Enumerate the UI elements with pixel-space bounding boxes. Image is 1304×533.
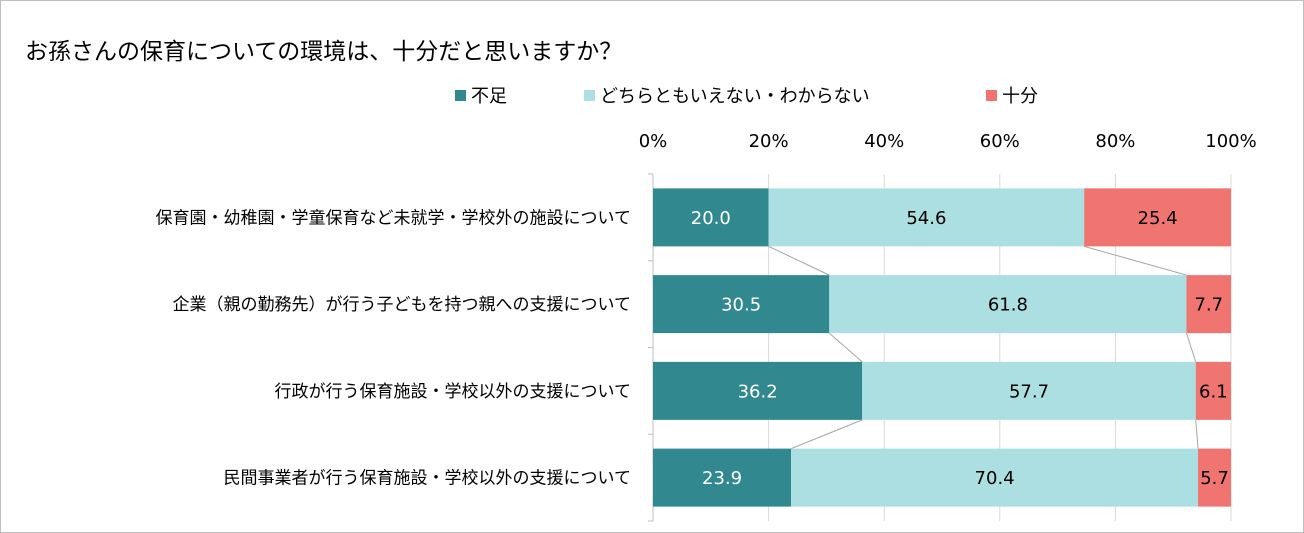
category-label: 行政が行う保育施設・学校以外の支援について xyxy=(275,382,632,402)
data-label: 23.9 xyxy=(702,468,742,489)
bar-segment xyxy=(862,361,1196,420)
series-line xyxy=(768,245,830,276)
data-label: 70.4 xyxy=(975,468,1015,489)
data-label: 54.6 xyxy=(906,208,946,229)
bar-segment xyxy=(653,361,863,420)
series-line xyxy=(828,332,863,363)
bar-segment xyxy=(1186,275,1231,334)
data-label: 5.7 xyxy=(1200,468,1229,489)
bar-segment xyxy=(829,275,1187,334)
data-label: 57.7 xyxy=(1009,381,1049,402)
bar-segment xyxy=(1084,188,1231,247)
series-line xyxy=(1186,332,1197,363)
x-tick-label: 60% xyxy=(980,131,1020,152)
bar-segment xyxy=(791,448,1199,507)
category-label: 民間事業者が行う保育施設・学校以外の支援について xyxy=(224,469,632,489)
bars: 20.0 54.6 25.4 30.5 61.8 7.7 36.2 57.7 6.1 23.9 70… xyxy=(653,188,1231,507)
chart-title: お孫さんの保育についての環境は、十分だと思いますか？ xyxy=(25,39,622,65)
legend-swatch-0 xyxy=(455,90,466,101)
data-label: 7.7 xyxy=(1194,295,1223,316)
x-tick-label: 80% xyxy=(1095,131,1135,152)
bar-segment xyxy=(1195,361,1231,420)
series-line xyxy=(790,419,863,450)
x-tick-label: 20% xyxy=(749,131,789,152)
legend-swatch-1 xyxy=(584,90,595,101)
category-labels: 保育園・幼稚園・学童保育など未就学・学校外の施設について企業（親の勤務先）が行う… xyxy=(156,208,632,488)
bar-segment xyxy=(653,448,792,507)
data-label: 6.1 xyxy=(1199,381,1228,402)
x-tick-label: 0% xyxy=(639,131,668,152)
legend-label-2: 十分 xyxy=(1002,86,1038,107)
series-line xyxy=(1084,245,1187,276)
bar-segment xyxy=(768,188,1085,247)
x-tick-label: 100% xyxy=(1205,131,1256,152)
x-tick-label: 40% xyxy=(864,131,904,152)
legend: 不足 どちらともいえない・わからない 十分 xyxy=(455,86,1038,107)
bar-segment xyxy=(1198,448,1231,507)
series-lines xyxy=(768,245,1199,450)
data-label: 25.4 xyxy=(1138,208,1178,229)
data-label: 61.8 xyxy=(988,295,1028,316)
legend-label-0: 不足 xyxy=(471,86,507,107)
data-label: 30.5 xyxy=(721,295,761,316)
bar-segment xyxy=(653,188,769,247)
data-label: 36.2 xyxy=(738,381,778,402)
category-label: 保育園・幼稚園・学童保育など未就学・学校外の施設について xyxy=(156,208,632,228)
data-label: 20.0 xyxy=(691,208,731,229)
category-label: 企業（親の勤務先）が行う子どもを持つ親への支援について xyxy=(173,295,632,315)
series-line xyxy=(1195,419,1199,449)
legend-swatch-2 xyxy=(986,90,997,101)
x-axis-tick-labels: 0% 20% 40% 60% 80% 100% xyxy=(639,131,1257,152)
legend-label-1: どちらともいえない・わからない xyxy=(600,86,870,107)
bar-segment xyxy=(653,275,830,334)
